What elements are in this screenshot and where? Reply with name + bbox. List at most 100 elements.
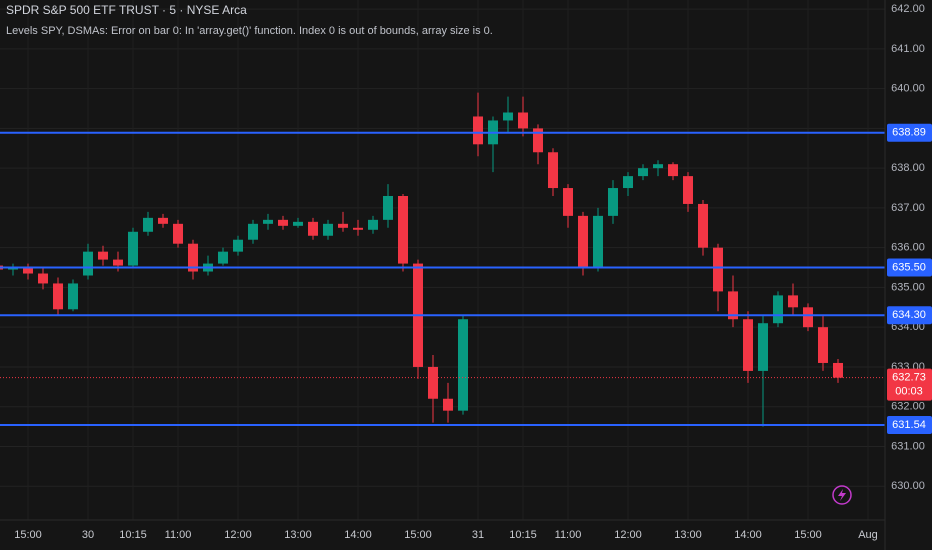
x-tick-label: 15:00 bbox=[794, 529, 822, 541]
axes: 630.00631.00632.00633.00634.00635.00636.… bbox=[14, 3, 932, 541]
x-tick-label: 13:00 bbox=[284, 529, 312, 541]
y-tick-label: 632.00 bbox=[891, 401, 925, 413]
candle-body bbox=[653, 164, 663, 169]
y-tick-label: 638.00 bbox=[891, 162, 925, 174]
x-tick-label: 10:15 bbox=[509, 529, 537, 541]
level-price-box bbox=[887, 415, 932, 434]
y-tick-label: 636.00 bbox=[891, 242, 925, 254]
y-tick-label: 637.00 bbox=[891, 202, 925, 214]
plot bbox=[0, 92, 885, 427]
candle-body bbox=[293, 221, 303, 226]
candle-body bbox=[173, 223, 183, 244]
candle-body bbox=[158, 217, 168, 224]
level-price-box bbox=[887, 123, 932, 142]
level-price-box bbox=[887, 258, 932, 277]
y-tick-label: 635.00 bbox=[891, 281, 925, 293]
x-tick-label: 15:00 bbox=[14, 529, 42, 541]
y-tick-label: 631.00 bbox=[891, 440, 925, 452]
candle-body bbox=[518, 112, 528, 129]
x-tick-label: 31 bbox=[472, 529, 484, 541]
chart-title: SPDR S&P 500 ETF TRUST · 5 · NYSE Arca bbox=[6, 3, 247, 17]
x-tick-label: 12:00 bbox=[614, 529, 642, 541]
candle-body bbox=[353, 227, 363, 230]
candle-body bbox=[443, 398, 453, 411]
candle-body bbox=[383, 195, 393, 220]
candle-body bbox=[128, 231, 138, 266]
candle-body bbox=[578, 215, 588, 268]
y-tick-label: 641.00 bbox=[891, 43, 925, 55]
alert-bolt[interactable] bbox=[838, 489, 846, 501]
x-tick-label: 13:00 bbox=[674, 529, 702, 541]
x-tick-label: 12:00 bbox=[224, 529, 252, 541]
candle-body bbox=[668, 164, 678, 177]
candle-body bbox=[743, 319, 753, 371]
alert-ring[interactable] bbox=[832, 485, 852, 505]
candle-body bbox=[368, 219, 378, 230]
candle-body bbox=[248, 223, 258, 240]
y-tick-label: 642.00 bbox=[891, 3, 925, 15]
candle-body bbox=[23, 267, 33, 274]
candle-body bbox=[308, 221, 318, 236]
candle-body bbox=[548, 152, 558, 189]
level-price-label: 638.89 bbox=[892, 127, 926, 139]
x-tick-label: 14:00 bbox=[344, 529, 372, 541]
candle-body bbox=[53, 283, 63, 310]
candle-body bbox=[233, 239, 243, 252]
candle-body bbox=[218, 251, 228, 264]
level-price-label: 634.30 bbox=[892, 309, 926, 321]
candle-body bbox=[638, 168, 648, 177]
candle-body bbox=[683, 176, 693, 204]
alert-icon[interactable] bbox=[832, 485, 852, 505]
grid bbox=[0, 8, 885, 487]
y-tick-label: 630.00 bbox=[891, 480, 925, 492]
candle-body bbox=[758, 323, 768, 371]
level-price-box bbox=[887, 306, 932, 325]
candle-body bbox=[98, 251, 108, 260]
candle-body bbox=[398, 195, 408, 264]
candle-body bbox=[623, 176, 633, 189]
x-tick-label: Aug bbox=[858, 529, 878, 541]
candle-body bbox=[473, 116, 483, 145]
candle-body bbox=[818, 327, 828, 363]
candle-body bbox=[593, 215, 603, 268]
candle-body bbox=[188, 243, 198, 272]
y-tick-label: 640.00 bbox=[891, 83, 925, 95]
last-price-label: 632.73 bbox=[892, 372, 926, 384]
x-tick-label: 10:15 bbox=[119, 529, 147, 541]
candle-body bbox=[113, 259, 123, 266]
candle-body bbox=[728, 291, 738, 320]
candle-body bbox=[323, 223, 333, 236]
candle-body bbox=[68, 283, 78, 310]
x-tick-label: 30 bbox=[82, 529, 94, 541]
candle-body bbox=[38, 273, 48, 284]
last-price-box bbox=[887, 368, 932, 401]
candle-body bbox=[143, 217, 153, 232]
candle-body bbox=[773, 295, 783, 324]
candle-body bbox=[428, 366, 438, 399]
x-tick-label: 11:00 bbox=[555, 529, 582, 541]
candle-body bbox=[563, 188, 573, 216]
candle-body bbox=[338, 223, 348, 228]
indicator-status: Levels SPY, DSMAs: Error on bar 0: In 'a… bbox=[6, 25, 493, 37]
candle-body bbox=[83, 251, 93, 276]
candle-body bbox=[278, 219, 288, 226]
candle-body bbox=[503, 112, 513, 121]
candle-body bbox=[803, 307, 813, 328]
candle-body bbox=[608, 188, 618, 216]
level-price-label: 631.54 bbox=[892, 419, 926, 431]
candle-body bbox=[698, 203, 708, 248]
candle-body bbox=[533, 128, 543, 153]
candle-body bbox=[788, 295, 798, 308]
candle-body bbox=[458, 319, 468, 411]
level-price-label: 635.50 bbox=[892, 261, 926, 273]
candle-body bbox=[833, 362, 843, 378]
candle-body bbox=[263, 219, 273, 224]
candle-body bbox=[713, 247, 723, 292]
bar-countdown: 00:03 bbox=[895, 386, 923, 398]
x-tick-label: 15:00 bbox=[404, 529, 432, 541]
x-tick-label: 14:00 bbox=[734, 529, 762, 541]
x-tick-label: 11:00 bbox=[165, 529, 192, 541]
